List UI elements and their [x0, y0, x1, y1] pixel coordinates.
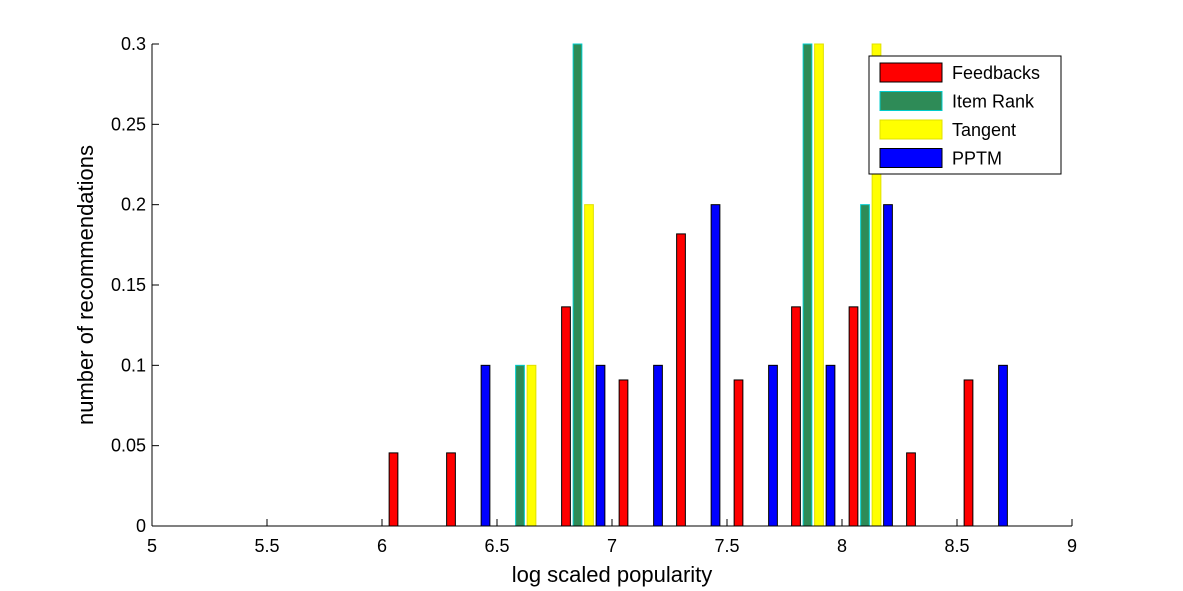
bar-item-rank: [572, 43, 583, 527]
x-tick-label: 6: [377, 536, 387, 556]
x-tick-label: 5: [147, 536, 157, 556]
y-axis-label: number of recommendations: [73, 145, 98, 425]
y-tick-label: 0.15: [111, 275, 146, 295]
bar-feedbacks: [388, 452, 399, 527]
bar-feedbacks: [963, 379, 974, 527]
legend-label-item-rank: Item Rank: [952, 92, 1035, 112]
x-tick-label: 8.5: [944, 536, 969, 556]
legend-label-tangent: Tangent: [952, 120, 1016, 140]
y-tick-label: 0.1: [121, 355, 146, 375]
bar-tangent: [526, 364, 537, 527]
ticks-group: 5 5.5 6 6.5 7 7.5 8 8.5 9 0 0.05 0.1 0.15 0.2 0.25 0.3: [111, 34, 1077, 556]
bar-pptm: [480, 364, 491, 527]
y-tick-label: 0: [136, 516, 146, 536]
bar-pptm: [595, 364, 606, 527]
y-tick-label: 0.3: [121, 34, 146, 54]
bar-item-rank: [860, 204, 870, 527]
bar-feedbacks: [733, 379, 744, 527]
legend-swatch-item-rank: [879, 91, 943, 111]
bar-pptm: [883, 204, 893, 527]
x-tick-label: 7: [607, 536, 617, 556]
x-tick-label: 7.5: [714, 536, 739, 556]
bar-feedbacks: [676, 233, 686, 527]
x-tick-label: 8: [837, 536, 847, 556]
bar-tangent: [814, 43, 824, 527]
x-tick-label: 6.5: [484, 536, 509, 556]
legend-swatch-feedbacks: [879, 62, 943, 83]
x-tick-label: 9: [1067, 536, 1077, 556]
bar-tangent: [584, 204, 594, 527]
bar-feedbacks: [791, 306, 801, 527]
y-tick-label: 0.2: [121, 195, 146, 215]
bar-item-rank: [515, 364, 525, 527]
bar-pptm: [825, 364, 836, 527]
y-tick-label: 0.05: [111, 436, 146, 456]
bar-pptm: [710, 204, 721, 527]
bar-item-rank: [802, 43, 813, 527]
y-tick-label: 0.25: [111, 114, 146, 134]
legend-swatch-tangent: [879, 119, 943, 140]
x-tick-label: 5.5: [254, 536, 279, 556]
bar-feedbacks: [848, 306, 859, 527]
bar-feedbacks: [618, 379, 629, 527]
bar-pptm: [768, 364, 778, 527]
bar-pptm: [998, 364, 1008, 527]
legend-label-feedbacks: Feedbacks: [952, 63, 1040, 83]
bar-feedbacks: [561, 306, 571, 527]
bar-feedbacks: [906, 452, 916, 527]
legend-label-pptm: PPTM: [952, 149, 1002, 169]
bar-feedbacks: [446, 452, 456, 527]
legend: Feedbacks Item Rank Tangent PPTM: [868, 55, 1062, 175]
bar-pptm: [653, 364, 663, 527]
x-axis-label: log scaled popularity: [512, 562, 713, 587]
legend-swatch-pptm: [879, 148, 943, 168]
